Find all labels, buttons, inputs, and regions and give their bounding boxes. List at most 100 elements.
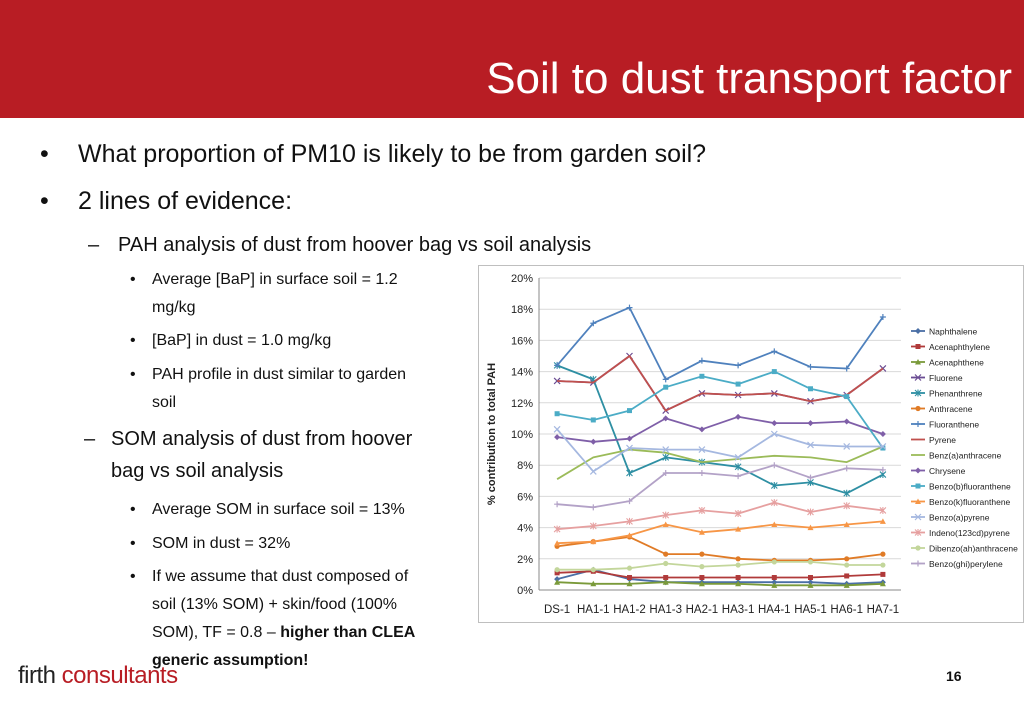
bullet-som-3b: soil (13% SOM) + skin/food (100% [152,596,397,613]
bullet-pah-heading: PAH analysis of dust from hoover bag vs … [118,234,592,256]
data-point [735,575,741,581]
data-point [770,499,778,507]
chart-series [553,304,887,588]
bullet-som-3d: generic assumption! [152,652,309,669]
series-line [556,306,884,381]
data-point [808,575,813,581]
x-tick-label: HA4-1 [758,604,791,616]
y-tick-label: 4% [517,523,533,535]
pah-profile-chart: 0% 2% 4% 6% 8% 10% 12% 14% 16% 18% 20% DS-1 HA1-1 HA… [478,265,1024,623]
data-point [915,328,921,334]
data-point [627,408,632,414]
data-point [771,420,778,427]
data-point [590,580,597,587]
data-point [662,579,669,585]
bullet-dot-icon: • [130,535,136,552]
series-line [556,415,884,443]
logo-part-firth: firth [18,662,56,689]
data-point [879,431,886,437]
data-point [771,575,777,581]
series-dibenzo-ah-anthracene [554,559,886,573]
data-point [554,362,561,369]
data-point [698,580,705,587]
data-point [879,443,887,450]
bullet-dot-icon: • [130,366,136,383]
series-benz-a-anthracene [556,445,884,480]
data-point [914,389,922,397]
bullet-som-1: Average SOM in surface soil = 13% [152,501,405,518]
series-fluoranthene [554,304,886,383]
legend-item: Acenaphthylene [911,342,990,352]
data-point [735,556,741,562]
data-point [626,444,633,452]
legend-label: Benzo(a)pyrene [929,513,990,523]
legend-label: Naphthalene [929,327,977,337]
data-point [553,525,561,533]
page-number: 16 [946,668,962,684]
bullet-som-2: SOM in dust = 32% [152,535,291,552]
data-point [771,579,778,586]
data-point [843,582,850,588]
data-point [554,411,560,417]
data-point [735,381,741,387]
series-indeno-123cd-pyrene [553,499,887,533]
data-point [626,532,633,538]
legend-item: Chrysene [911,466,966,476]
data-point [735,580,742,587]
data-point [843,443,851,450]
data-point [662,521,669,527]
bullet-pah-1b: mg/kg [152,299,196,316]
data-point [915,405,921,412]
data-point [807,420,814,427]
data-point [590,538,597,545]
bullet-som-3c: SOM), TF = 0.8 – higher than CLEA [152,619,415,647]
y-tick-label: 14% [511,367,533,379]
series-line [557,581,883,587]
data-point [698,446,706,454]
data-point [915,560,921,567]
data-point [879,466,886,473]
logo-part-consultants: consultants [55,662,178,689]
data-point [662,415,669,422]
chart-legend: Naphthalene Acenaphthylene Acenaphthene Flu… [911,327,1018,569]
legend-item: Dibenzo(ah)anthracene [911,544,1018,554]
dash-icon: – [88,234,100,256]
series-line [556,445,884,480]
data-point [770,481,778,489]
data-point [807,582,814,588]
data-point [771,582,778,588]
series-benzo-a-pyrene [553,425,887,475]
legend-label: Benzo(b)fluoranthene [929,482,1011,492]
series-line [556,364,884,495]
data-point [915,545,921,551]
data-point [808,386,813,392]
legend-item: Fluorene [911,373,963,383]
data-point [554,434,561,441]
series-benzo-k-fluoranthene [554,518,886,546]
data-point [771,521,778,527]
data-point [626,498,633,505]
data-point [843,465,850,472]
y-tick-labels: 0% 2% 4% 6% 8% 10% 12% 14% 16% 18% 20% [511,273,533,597]
data-point [915,344,921,349]
data-point [590,438,597,445]
chart-svg: 0%2%4%6%8%10%12%14%16%18%20% DS-1 HA1-1 HA… [486,273,1018,616]
y-tick-label: 2% [517,554,533,566]
data-point [663,551,669,557]
series-acenaphthene [554,579,886,588]
data-point [844,556,850,562]
dash-icon: – [84,428,96,450]
series-chrysene [554,413,886,445]
legend-label: Acenaphthene [929,358,984,368]
data-point [590,320,597,327]
data-point [844,573,850,579]
data-point [698,529,705,535]
y-tick-label: 0% [517,585,533,597]
series-acenaphthylene [554,568,886,581]
data-point [698,426,705,433]
x-tick-label: HA2-1 [686,604,719,616]
series-pyrene [557,355,884,412]
x-tick-label: DS-1 [544,604,570,616]
data-point [843,365,850,372]
legend-label: Fluorene [929,373,963,383]
